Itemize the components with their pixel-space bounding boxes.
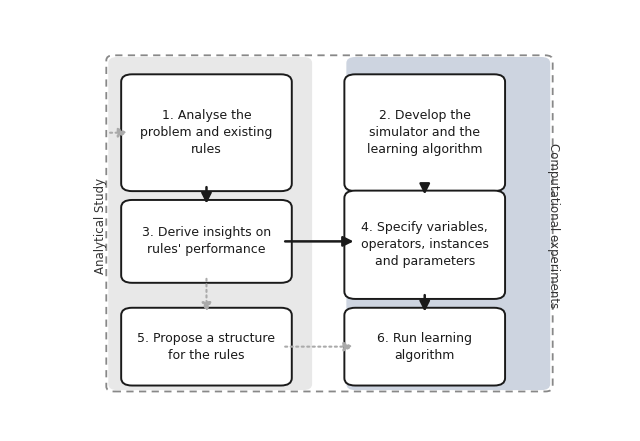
FancyBboxPatch shape [121,200,292,283]
Text: 3. Derive insights on
rules' performance: 3. Derive insights on rules' performance [142,226,271,256]
FancyBboxPatch shape [344,308,505,385]
Text: 6. Run learning
algorithm: 6. Run learning algorithm [377,332,472,362]
Text: 4. Specify variables,
operators, instances
and parameters: 4. Specify variables, operators, instanc… [361,221,489,268]
FancyBboxPatch shape [121,308,292,385]
FancyBboxPatch shape [121,75,292,191]
FancyBboxPatch shape [108,57,312,390]
Text: Analytical Study: Analytical Study [94,178,108,274]
FancyBboxPatch shape [344,75,505,191]
Text: 5. Propose a structure
for the rules: 5. Propose a structure for the rules [138,332,275,362]
FancyBboxPatch shape [346,57,550,390]
Text: 1. Analyse the
problem and existing
rules: 1. Analyse the problem and existing rule… [140,109,273,156]
FancyBboxPatch shape [344,191,505,299]
Text: 2. Develop the
simulator and the
learning algorithm: 2. Develop the simulator and the learnin… [367,109,483,156]
Text: Computational experiments: Computational experiments [547,143,560,309]
